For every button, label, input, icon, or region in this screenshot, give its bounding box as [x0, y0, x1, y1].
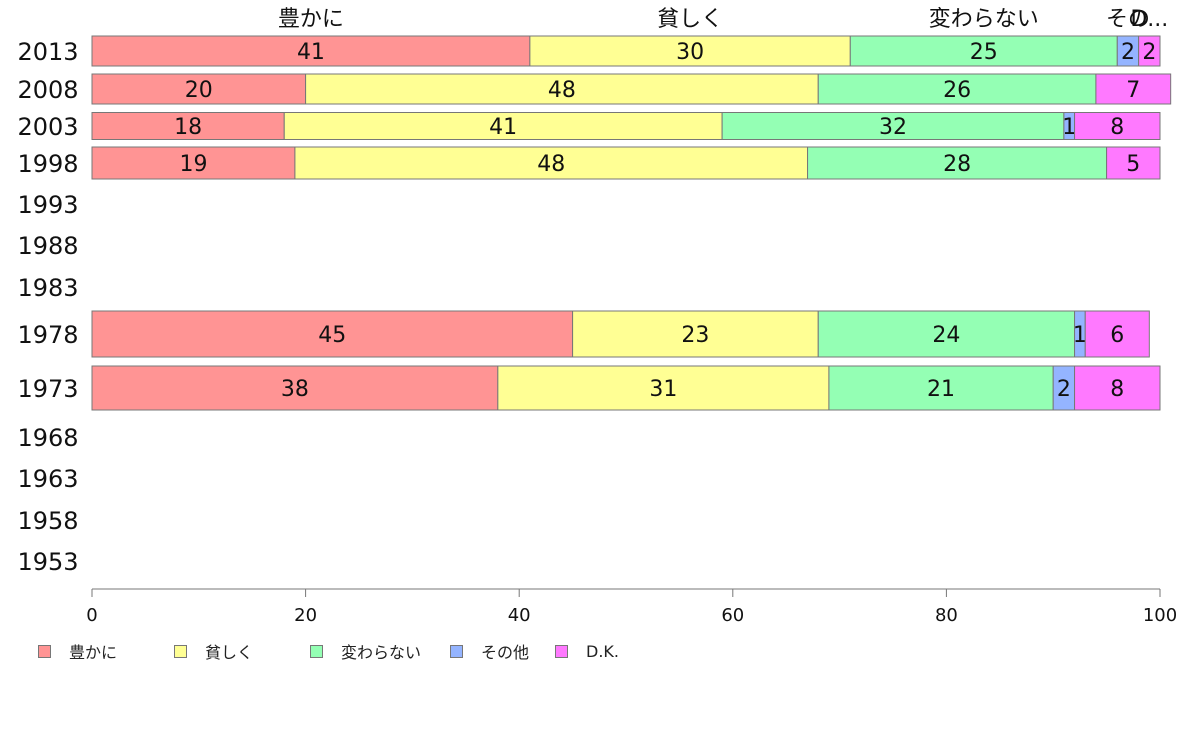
bar-segment	[1074, 365, 1161, 411]
top-series-label: 豊かに	[278, 7, 344, 32]
bar-area: 41 30 25 2 220 48 26 718 41 32 1 819 48 28 545 23 24 1 638…	[91, 35, 1172, 411]
data-label: 2	[1121, 40, 1135, 65]
bar-segment	[1106, 146, 1161, 180]
bar-segment	[305, 73, 819, 105]
data-label: 19	[179, 152, 207, 177]
data-label: 23	[681, 323, 709, 348]
y-tick-label: 1978	[17, 321, 78, 349]
bar-segment	[817, 73, 1097, 105]
legend-swatch	[310, 644, 323, 658]
bar-segment	[529, 35, 851, 67]
legend-swatch	[38, 644, 51, 658]
data-label: 8	[1110, 115, 1124, 140]
data-label: 18	[174, 115, 202, 140]
legend-item: 変わらない	[310, 639, 450, 663]
top-series-label: その	[1106, 7, 1150, 32]
legend-item: 豊かに	[38, 639, 174, 663]
bar-segment	[91, 73, 307, 105]
y-axis-labels: 2013 2008 2003 1998 1993 1988 1983 1978 1973 1968…	[17, 38, 78, 576]
bar-segment	[91, 365, 499, 411]
legend-swatch	[555, 644, 568, 658]
data-label: 2	[1057, 377, 1071, 402]
data-label: 45	[318, 323, 346, 348]
data-label: 38	[281, 377, 309, 402]
data-label: 2	[1142, 40, 1156, 65]
data-label: 48	[548, 78, 576, 103]
legend: 豊かに 貧しく 変わらない その他 D.K.	[38, 640, 645, 662]
legend-label: 変わらない	[341, 643, 422, 662]
x-tick-label: 80	[935, 605, 958, 626]
legend-swatch	[174, 644, 187, 658]
bar-segment	[849, 35, 1118, 67]
x-axis: 0 20 40 60 80 100	[86, 588, 1177, 626]
y-tick-label: 2013	[17, 38, 78, 66]
legend-label: その他	[481, 643, 530, 662]
data-label: 8	[1110, 377, 1124, 402]
bar-segment	[721, 112, 1065, 140]
x-tick-label: 40	[508, 605, 531, 626]
x-tick-label: 100	[1143, 605, 1177, 626]
data-label: 7	[1126, 78, 1140, 103]
bar-segment	[497, 365, 830, 411]
bar-segment	[283, 112, 723, 140]
bar-segment	[1095, 73, 1172, 105]
y-tick-label: 1988	[17, 232, 78, 260]
legend-swatch	[450, 644, 463, 658]
data-label: 1	[1073, 323, 1087, 348]
data-label: 21	[927, 377, 955, 402]
bar-segment	[828, 365, 1054, 411]
legend-label: 貧しく	[205, 643, 254, 662]
data-label: 6	[1110, 323, 1124, 348]
bar-segment	[1084, 310, 1150, 358]
data-label: 48	[537, 152, 565, 177]
bar-segment	[91, 35, 531, 67]
top-series-label: D...	[1130, 7, 1168, 32]
top-series-label: 貧しく	[657, 7, 723, 32]
bar-segment	[294, 146, 809, 180]
bar-segment	[91, 310, 574, 358]
data-label: 31	[649, 377, 677, 402]
legend-item: 貧しく	[174, 639, 310, 663]
top-series-label: 変わらない	[929, 7, 1039, 32]
bar-segment	[807, 146, 1108, 180]
data-label: 28	[943, 152, 971, 177]
y-tick-label: 1953	[17, 548, 78, 576]
y-tick-label: 1958	[17, 507, 78, 535]
bar-segment	[91, 146, 296, 180]
bar-segment	[1138, 35, 1161, 67]
x-tick-label: 0	[86, 605, 97, 626]
y-tick-label: 1983	[17, 274, 78, 302]
y-tick-label: 1973	[17, 375, 78, 403]
legend-label: D.K.	[586, 641, 619, 661]
stacked-bar-chart: 豊かに 貧しく 変わらない そのD... 2013200820031998199319…	[17, 7, 1177, 626]
x-tick-label: 60	[721, 605, 744, 626]
data-label: 32	[879, 115, 907, 140]
data-label: 1	[1062, 115, 1076, 140]
data-label: 41	[489, 115, 517, 140]
data-label: 26	[943, 78, 971, 103]
data-label: 41	[297, 40, 325, 65]
y-tick-label: 1998	[17, 150, 78, 178]
legend-label: 豊かに	[69, 643, 118, 662]
data-label: 25	[970, 40, 998, 65]
data-label: 30	[676, 40, 704, 65]
legend-item: D.K.	[555, 642, 645, 661]
y-tick-label: 2003	[17, 113, 78, 141]
y-tick-label: 1993	[17, 191, 78, 219]
data-label: 24	[932, 323, 960, 348]
x-tick-label: 20	[294, 605, 317, 626]
bar-segment	[91, 112, 285, 140]
legend-item: その他	[450, 639, 555, 663]
data-label: 5	[1126, 152, 1140, 177]
y-tick-label: 1963	[17, 465, 78, 493]
bar-segment	[1074, 112, 1161, 140]
y-tick-label: 2008	[17, 76, 78, 104]
y-tick-label: 1968	[17, 424, 78, 452]
bar-segment	[572, 310, 819, 358]
data-label: 20	[185, 78, 213, 103]
top-series-labels: 豊かに 貧しく 変わらない そのD...	[278, 7, 1168, 32]
bar-segment	[817, 310, 1076, 358]
